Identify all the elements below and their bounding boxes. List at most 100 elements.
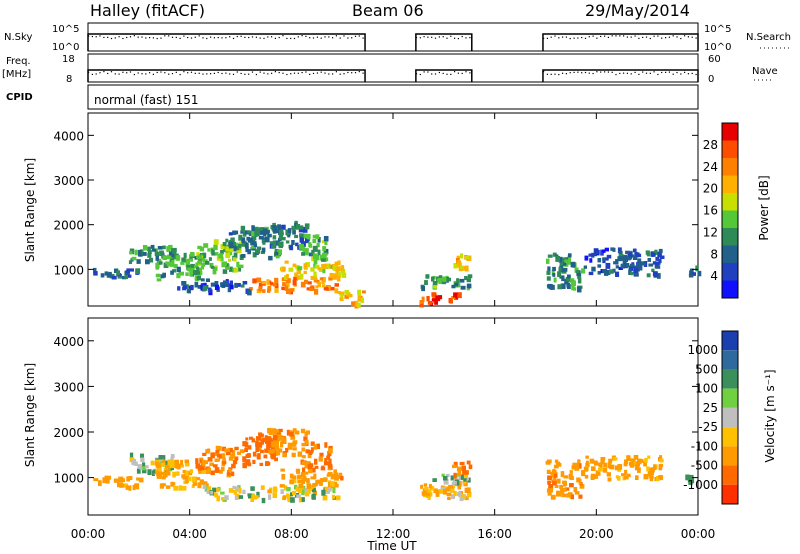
scatter-cell (163, 467, 168, 472)
scatter-cell (142, 469, 147, 474)
scatter-cell (244, 447, 248, 452)
scatter-cell (446, 492, 452, 497)
scatter-cell (362, 290, 366, 294)
scatter-cell (280, 441, 284, 448)
scatter-cell (233, 245, 237, 252)
scatter-cell (172, 482, 176, 486)
scatter-cell (330, 286, 335, 291)
trace-dot (347, 37, 349, 39)
trace-dot (419, 37, 421, 39)
trace-dot (596, 37, 598, 39)
scatter-cell (222, 446, 226, 452)
scatter-cell (182, 474, 187, 480)
scatter-cell (546, 270, 551, 275)
scatter-cell (236, 261, 240, 268)
scatter-cell (615, 475, 619, 479)
scatter-cell (219, 469, 223, 474)
trace-dot (312, 37, 315, 39)
scatter-cell (225, 252, 231, 258)
scatter-cell (547, 490, 552, 496)
trace-dot (332, 73, 334, 75)
scatter-cell (697, 270, 702, 277)
scatter-cell (272, 235, 277, 240)
scatter-cell (337, 291, 341, 295)
scatter-cell (313, 444, 317, 450)
scatter-cell (281, 236, 286, 241)
scatter-cell (597, 271, 601, 275)
scatter-cell (247, 249, 251, 255)
scatter-cell (313, 271, 317, 278)
trace-dot (569, 72, 571, 74)
scatter-cell (190, 252, 195, 257)
scatter-cell (599, 463, 603, 469)
scatter-cell (256, 491, 260, 498)
trace-dot (91, 73, 93, 76)
colorbar-swatch (722, 140, 738, 158)
scatter-cell (562, 488, 567, 492)
scatter-cell (634, 464, 640, 471)
scatter-cell (232, 489, 237, 493)
scatter-cell (600, 457, 606, 461)
scatter-cell (316, 242, 320, 248)
scatter-cell (558, 266, 562, 273)
scatter-cell (255, 446, 260, 452)
trace-dot (255, 73, 257, 76)
trace-dot (558, 37, 560, 39)
scatter-cell (552, 252, 557, 257)
scatter-cell (304, 224, 310, 230)
trace-dot (419, 73, 421, 76)
scatter-cell (592, 253, 597, 257)
trace-dot (91, 35, 93, 38)
scatter-cell (282, 282, 286, 286)
trace-dot (434, 37, 437, 39)
scatter-cell (284, 260, 289, 264)
trace-dot (584, 71, 587, 74)
scatter-cell (185, 478, 189, 483)
trace-dot (320, 71, 322, 73)
trace-dot (630, 73, 632, 75)
scatter-cell (264, 448, 268, 453)
scatter-cell (214, 281, 219, 286)
scatter-cell (213, 452, 218, 456)
scatter-cell (156, 278, 162, 282)
scatter-cell (272, 225, 277, 229)
scatter-cell (220, 453, 226, 459)
scatter-cell (451, 482, 456, 489)
x-tick-label: 16:00 (477, 527, 512, 541)
trace-dot (213, 72, 215, 74)
scatter-cell (458, 475, 463, 480)
scatter-cell (125, 485, 129, 490)
scatter-cell (315, 234, 320, 240)
trace-dot (611, 71, 613, 73)
scatter-cell (286, 288, 291, 294)
scatter-cell (122, 275, 127, 280)
scatter-cell (625, 250, 630, 255)
scatter-cell (280, 489, 284, 494)
scatter-cell (230, 248, 234, 253)
scatter-cell (197, 285, 201, 289)
scatter-cell (170, 262, 175, 267)
scatter-cell (233, 230, 239, 235)
scatter-cell (446, 487, 451, 492)
scatter-cell (292, 428, 297, 432)
trace-dot (190, 37, 193, 39)
colorbar-swatch (722, 446, 738, 466)
colorbar-tick-label: 24 (703, 160, 718, 174)
scatter-cell (280, 484, 284, 488)
scatter-cell (647, 470, 651, 477)
scatter-cell (236, 451, 241, 455)
trace-dot (152, 37, 154, 39)
scatter-cell (573, 487, 578, 492)
scatter-cell (195, 262, 199, 267)
colorbar-swatch (722, 350, 738, 370)
trace-dot (546, 73, 548, 75)
scatter-cell (332, 276, 337, 280)
scatter-cell (195, 463, 201, 469)
scatter-cell (151, 248, 157, 252)
nave-tick-top: 60 (708, 54, 721, 65)
trace-dot (297, 36, 299, 38)
trace-dot (661, 37, 663, 39)
trace-dot (543, 37, 545, 40)
scatter-cell (561, 493, 565, 497)
trace-dot (626, 36, 628, 38)
